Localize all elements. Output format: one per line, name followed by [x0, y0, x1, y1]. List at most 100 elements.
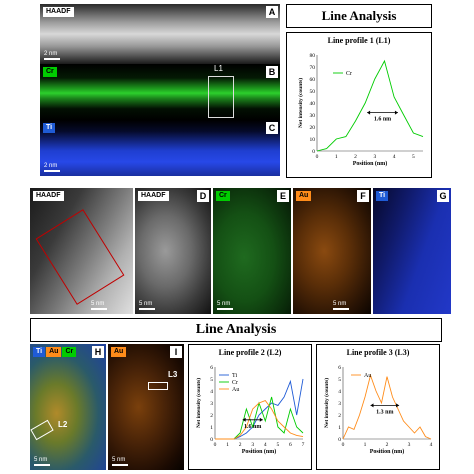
panel-label: Cr [216, 191, 230, 201]
panel-c-ti-map: Ti C 2 nm [40, 120, 280, 176]
chart-line-profile-3: Line profile 3 (L3) 0 1 2 3 4 0 1 2 3 4 5 6 Position… [316, 344, 440, 470]
scale-bar: 5 nm [139, 301, 155, 310]
x-tick-label: 5 [276, 442, 279, 448]
x-tick-label: 2 [354, 154, 357, 160]
scale-bar: 5 nm [34, 457, 50, 466]
panel-label: HAADF [33, 191, 64, 201]
panel-letter: I [170, 346, 182, 358]
y-tick-label: 3 [210, 401, 213, 407]
series-line-au [342, 373, 432, 440]
y-tick-label: 2 [338, 413, 341, 419]
panel-haadf-overview: HAADF 5 nm [30, 188, 133, 314]
panel-d-haadf: HAADF D 5 nm [135, 188, 211, 314]
scale-bar: 5 nm [217, 301, 233, 310]
arrow-head-right [394, 110, 398, 115]
panel-g-ti: Ti G [373, 188, 451, 314]
y-tick-label: 0 [312, 149, 315, 155]
panel-label: Au [296, 191, 312, 201]
panel-i-au: Au I L3 5 nm [108, 344, 184, 470]
panel-h-overlay: Ti Au Cr H L2 5 nm [30, 344, 106, 470]
y-tick-label: 60 [310, 77, 316, 83]
panel-f-au: Au F 5 nm [293, 188, 371, 314]
y-tick-label: 40 [310, 101, 316, 107]
y-tick-label: 30 [310, 113, 316, 119]
scale-bar: 5 nm [91, 301, 107, 310]
y-tick-label: 50 [310, 89, 316, 95]
line-analysis-title-bottom: Line Analysis [30, 318, 442, 342]
panel-label: Au [111, 347, 127, 357]
x-tick-label: 3 [373, 154, 376, 160]
line-scan-box [148, 382, 168, 390]
arrow-head-left [370, 403, 374, 408]
y-axis-label: Net intensity (counts) [195, 378, 202, 428]
panel-letter: B [266, 66, 278, 78]
x-tick-label: 0 [342, 442, 345, 448]
y-tick-label: 1 [338, 425, 341, 431]
x-tick-label: 6 [289, 442, 292, 448]
chart-plot: 0 1 2 3 4 5 6 7 0 1 2 3 4 5 6 Position (nm) Net intensit… [195, 365, 305, 455]
scale-bar: 5 nm [333, 301, 349, 310]
y-tick-label: 1 [210, 425, 213, 431]
chart-line-profile-1: Line profile 1 (L1) 0 1 2 3 4 5 0 10 20 30 40 50 60 7… [286, 32, 432, 178]
panel-letter: F [357, 190, 369, 202]
x-axis-label: Position (nm) [353, 160, 388, 167]
x-tick-label: 4 [393, 154, 396, 160]
scale-bar: 5 nm [112, 457, 128, 466]
y-tick-label: 0 [338, 437, 341, 443]
line-scan-label: L2 [58, 420, 68, 429]
ti-label: Ti [33, 347, 46, 357]
y-axis-label: Net intensity (counts) [297, 78, 304, 128]
x-tick-label: 1 [226, 442, 229, 448]
x-tick-label: 2 [239, 442, 242, 448]
y-tick-label: 2 [210, 413, 213, 419]
x-tick-label: 1 [364, 442, 367, 448]
chart-title: Line profile 3 (L3) [346, 348, 410, 357]
y-tick-label: 6 [210, 365, 213, 371]
panel-label: HAADF [43, 7, 74, 17]
arrow-head-left [367, 110, 371, 115]
legend-label: Cr [232, 380, 238, 386]
chart-title: Line profile 2 (L2) [218, 348, 282, 357]
y-tick-label: 0 [210, 437, 213, 443]
series-line-ti [215, 378, 304, 440]
fwhm-label: 1.3 nm [376, 409, 393, 415]
panel-a-haadf: HAADF A 2 nm [40, 4, 280, 64]
au-label: Au [46, 347, 62, 357]
panel-letter: G [437, 190, 449, 202]
panel-letter: A [266, 6, 278, 18]
y-tick-label: 80 [310, 53, 316, 59]
chart-plot: 0 1 2 3 4 0 1 2 3 4 5 6 Position (nm) Net intensity (… [323, 365, 433, 455]
panel-label: Cr [43, 67, 57, 77]
panel-b-cr-map: Cr B L1 [40, 64, 280, 120]
y-tick-label: 3 [338, 401, 341, 407]
line-scan-box [208, 76, 234, 118]
y-tick-label: 5 [338, 377, 341, 383]
y-tick-label: 10 [310, 137, 316, 143]
chart-title: Line profile 1 (L1) [327, 36, 391, 45]
x-axis-label: Position (nm) [242, 448, 277, 455]
line-scan-label: L3 [168, 370, 178, 379]
arrow-head-right [396, 403, 400, 408]
x-tick-label: 5 [412, 154, 415, 160]
x-tick-label: 4 [264, 442, 267, 448]
series-line-au [215, 400, 304, 440]
panel-letter: D [197, 190, 209, 202]
y-tick-label: 5 [210, 377, 213, 383]
panel-letter: E [277, 190, 289, 202]
cr-label: Cr [62, 347, 77, 357]
y-tick-label: 4 [338, 389, 341, 395]
legend-label: Cr [346, 71, 352, 77]
y-tick-label: 20 [310, 125, 316, 131]
arrow-head-left [242, 417, 246, 422]
scale-bar: 2 nm [44, 163, 60, 172]
y-tick-label: 6 [338, 365, 341, 371]
legend-label: Au [364, 373, 371, 379]
fwhm-label: 1.6 nm [374, 117, 391, 123]
arrow-head-right [259, 417, 263, 422]
chart-line-profile-2: Line profile 2 (L2) 0 1 2 3 4 5 6 7 0 1 2 3 4 5 6 Posit… [188, 344, 312, 470]
panel-letter: C [266, 122, 278, 134]
fwhm-label: 1.6 nm [244, 424, 261, 430]
legend-label: Ti [232, 373, 237, 379]
x-tick-label: 7 [302, 442, 305, 448]
